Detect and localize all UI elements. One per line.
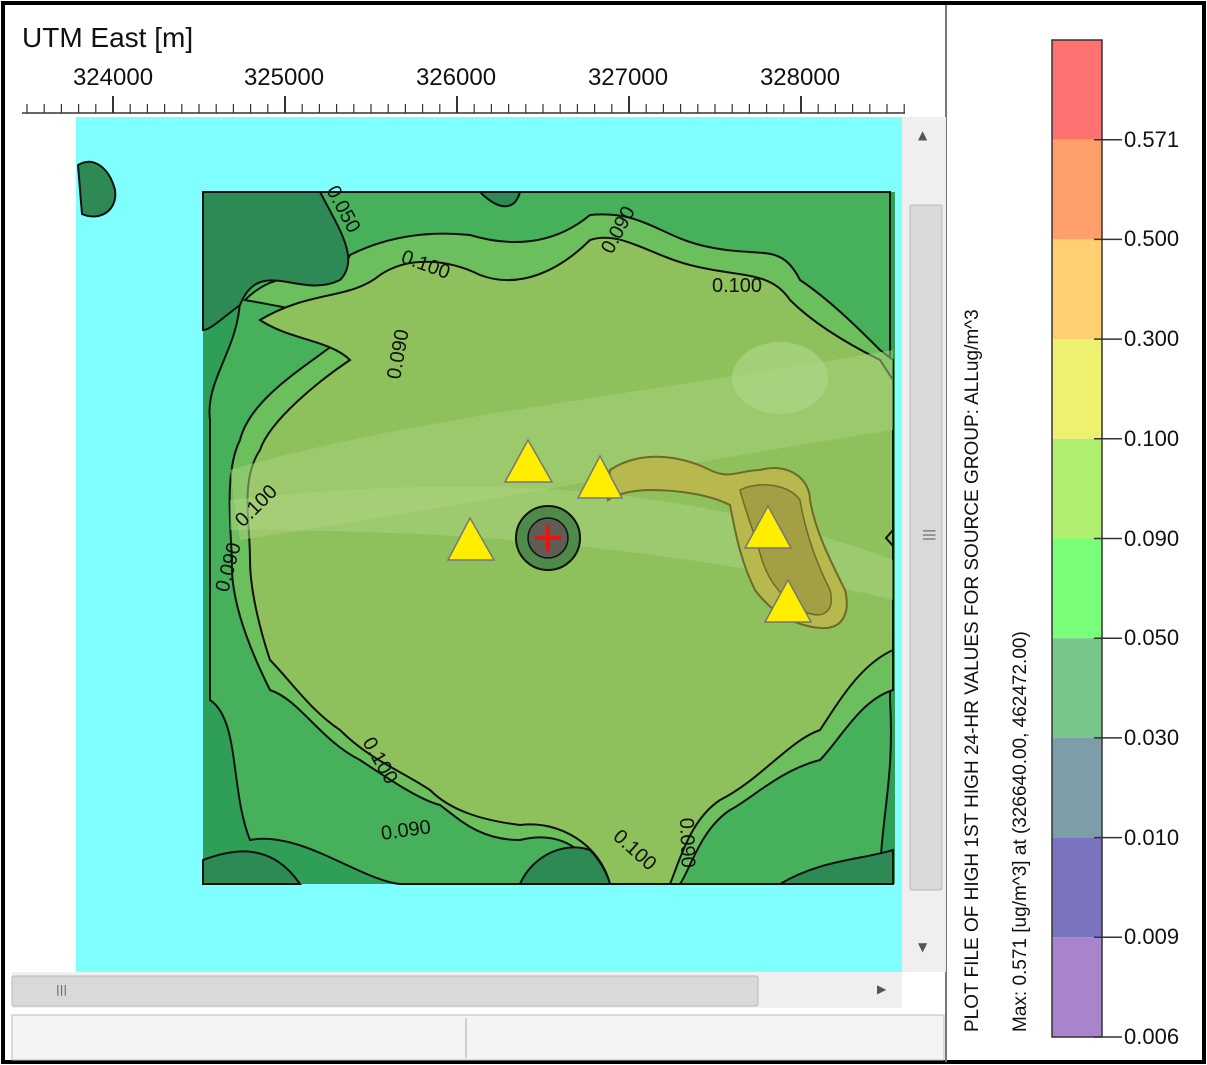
x-tick-label: 327000	[587, 64, 669, 91]
scroll-right-icon[interactable]: ▶	[877, 982, 887, 996]
contour-label: 0.090	[675, 817, 699, 868]
x-tick-label: 326000	[415, 64, 497, 91]
x-tick-label: 324000	[72, 64, 154, 91]
legend-color-band	[1052, 139, 1102, 240]
legend-color-band	[1052, 837, 1102, 938]
vertical-scroll-thumb[interactable]	[909, 204, 943, 891]
legend-color-band	[1052, 937, 1102, 1037]
x-tick-label: 328000	[759, 64, 841, 91]
legend-level-label: 0.050	[1124, 625, 1180, 651]
triangle-icon[interactable]	[743, 504, 793, 549]
triangle-icon[interactable]	[576, 454, 624, 499]
max-location[interactable]	[515, 505, 581, 571]
contour-label: 0.100	[712, 275, 762, 297]
map-margin	[12, 117, 76, 972]
terrain-patch	[732, 342, 828, 414]
legend-level-label: 0.010	[1124, 824, 1180, 850]
dark-blob	[477, 191, 522, 208]
legend-color-band	[1052, 239, 1102, 340]
legend-color-band	[1052, 40, 1102, 140]
scroll-up-icon[interactable]: ▲	[918, 128, 928, 142]
contour-feature	[76, 160, 117, 218]
legend-level-label: 0.300	[1124, 326, 1180, 352]
dark-blob	[202, 850, 302, 885]
legend-level-label: 0.030	[1124, 724, 1180, 750]
triangle-icon[interactable]	[446, 516, 496, 561]
dark-blob	[202, 191, 350, 332]
legend-max-note: Max: 0.571 [ug/m^3] at (326640.00, 46247…	[1010, 631, 1031, 1032]
triangle-icon[interactable]	[763, 578, 813, 623]
contour-fragment	[884, 529, 894, 547]
legend-level-label: 0.100	[1124, 425, 1180, 451]
dark-blob	[776, 848, 894, 885]
plus-icon	[535, 525, 561, 551]
horizontal-scroll-thumb[interactable]	[11, 975, 759, 1007]
status-bar	[11, 1014, 945, 1061]
legend-level-label: 0.006	[1124, 1024, 1180, 1049]
grip-icon: |||	[56, 983, 68, 996]
triangle-icon[interactable]	[503, 438, 554, 483]
legend-level-label: 0.571	[1124, 126, 1180, 152]
x-tick-label: 325000	[243, 64, 325, 91]
legend-title: PLOT FILE OF HIGH 1ST HIGH 24-HR VALUES …	[962, 309, 983, 1032]
scroll-down-icon[interactable]: ▼	[918, 940, 928, 954]
dark-blob	[518, 846, 612, 885]
legend-level-label: 0.500	[1124, 226, 1180, 252]
legend-color-band	[1052, 638, 1102, 738]
legend-color-band	[1052, 737, 1102, 838]
legend-color-band	[1052, 339, 1102, 439]
legend-level-label: 0.009	[1124, 924, 1180, 950]
legend-color-band	[1052, 538, 1102, 639]
road-band	[230, 350, 893, 540]
legend-color-band	[1052, 438, 1102, 539]
source-markers	[446, 438, 813, 623]
axis-title: UTM East [m]	[22, 22, 194, 53]
legend-level-label: 0.090	[1124, 525, 1180, 551]
